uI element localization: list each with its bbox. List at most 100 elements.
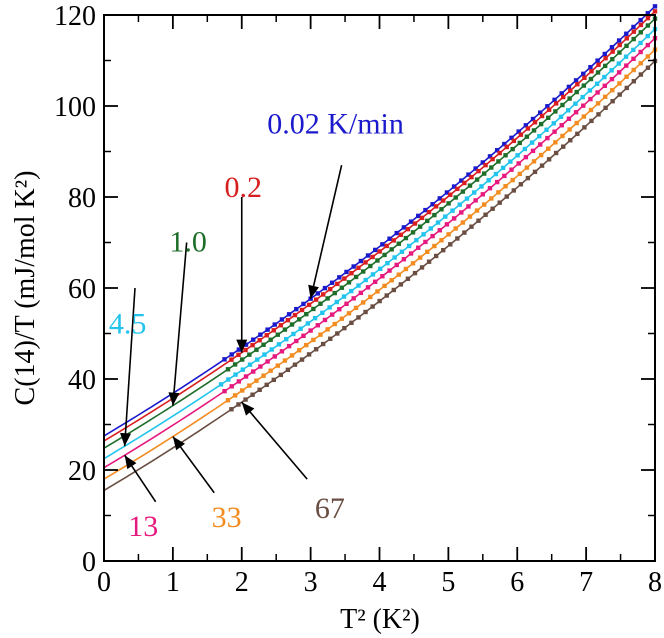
- data-point: [370, 304, 375, 309]
- data-point: [455, 186, 460, 192]
- data-point: [328, 336, 333, 341]
- data-point: [539, 113, 545, 119]
- arrow-head: [241, 402, 255, 416]
- data-point: [318, 332, 323, 337]
- data-point: [587, 88, 593, 93]
- data-point: [524, 134, 530, 139]
- x-axis-label: T² (K²): [340, 604, 420, 635]
- data-point: [325, 296, 330, 301]
- data-point: [304, 311, 309, 317]
- data-point: [243, 397, 248, 402]
- data-point: [638, 61, 643, 66]
- data-point: [624, 36, 629, 41]
- data-point: [558, 114, 564, 120]
- data-point: [624, 74, 629, 79]
- data-point: [439, 238, 444, 243]
- data-point: [624, 85, 629, 91]
- data-point: [480, 160, 486, 165]
- data-point: [306, 302, 312, 308]
- data-point: [638, 22, 644, 28]
- data-point: [595, 90, 600, 95]
- data-point: [472, 190, 477, 195]
- series-label: 4.5: [109, 308, 147, 341]
- data-point: [278, 372, 284, 378]
- data-point: [391, 238, 396, 243]
- data-point: [596, 62, 601, 67]
- data-point: [320, 310, 325, 316]
- data-point: [582, 75, 587, 80]
- data-point: [232, 362, 238, 367]
- data-point: [329, 312, 335, 317]
- y-tick-label: 80: [68, 183, 96, 214]
- data-point: [375, 289, 380, 294]
- data-point: [285, 367, 291, 372]
- y-tick-label: 60: [68, 274, 96, 305]
- data-point: [394, 230, 399, 236]
- data-point: [546, 115, 551, 120]
- data-point: [443, 214, 448, 219]
- data-point: [645, 23, 651, 28]
- data-point: [406, 243, 412, 249]
- data-point: [617, 81, 622, 86]
- data-point: [282, 358, 288, 363]
- data-point: [545, 104, 550, 109]
- data-point: [617, 92, 622, 97]
- x-tick-label: 3: [304, 567, 318, 598]
- data-point: [399, 249, 405, 254]
- data-point: [645, 33, 650, 39]
- data-point: [332, 321, 337, 327]
- data-point: [396, 272, 401, 277]
- data-point: [580, 94, 585, 100]
- data-point: [638, 49, 643, 55]
- data-point: [358, 258, 364, 264]
- data-point: [474, 208, 480, 213]
- series-label: 0.2: [225, 171, 263, 204]
- data-point: [328, 286, 333, 292]
- data-point: [408, 219, 414, 224]
- data-point: [638, 40, 643, 46]
- data-point: [377, 266, 383, 272]
- data-point: [313, 297, 319, 302]
- y-tick-label: 20: [68, 456, 96, 487]
- data-point: [518, 132, 524, 137]
- data-point: [337, 307, 342, 312]
- data-point: [473, 198, 478, 203]
- data-point: [581, 71, 586, 77]
- data-point: [464, 196, 470, 201]
- data-point: [419, 215, 425, 221]
- data-point: [344, 301, 349, 307]
- data-point: [504, 144, 509, 150]
- data-point: [410, 230, 416, 235]
- data-point: [486, 178, 491, 183]
- data-point: [272, 322, 277, 327]
- data-point: [329, 280, 335, 285]
- data-point: [430, 233, 435, 239]
- data-point: [617, 42, 622, 48]
- data-point: [299, 307, 305, 313]
- data-point: [624, 31, 629, 36]
- data-point: [265, 327, 270, 332]
- data-point: [389, 247, 394, 252]
- data-point: [356, 265, 361, 271]
- data-point: [503, 153, 508, 158]
- data-point: [346, 280, 352, 285]
- data-point: [272, 354, 277, 359]
- data-point: [358, 290, 364, 296]
- data-point: [453, 195, 458, 200]
- x-tick-label: 6: [510, 567, 524, 598]
- data-point: [325, 327, 330, 332]
- data-point: [437, 228, 442, 233]
- data-point: [414, 237, 419, 243]
- data-point: [335, 331, 340, 336]
- data-point: [466, 204, 471, 209]
- data-point: [222, 357, 227, 362]
- data-point: [392, 255, 397, 260]
- data-point: [489, 196, 494, 201]
- data-point: [610, 99, 615, 104]
- data-point: [529, 140, 535, 145]
- data-point: [448, 242, 453, 247]
- data-point: [645, 42, 651, 48]
- data-point: [363, 277, 368, 283]
- y-tick-label: 40: [68, 365, 96, 396]
